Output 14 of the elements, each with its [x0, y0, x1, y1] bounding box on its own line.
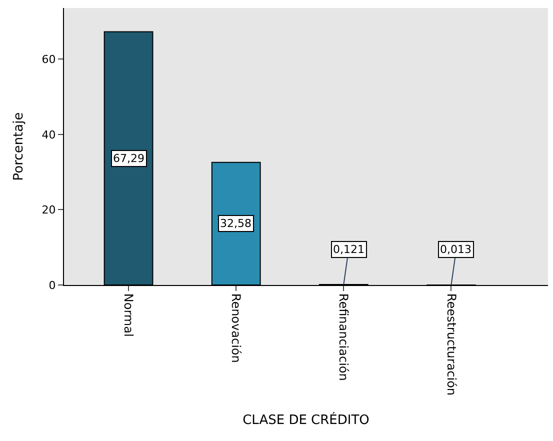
data-label: 0,121 [333, 243, 364, 256]
y-axis-title: Porcentaje [12, 112, 27, 181]
x-tick-label: Refinanciación [336, 293, 351, 381]
y-tick-label: 40 [42, 128, 56, 142]
x-axis-title: CLASE DE CRÉDITO [242, 411, 370, 428]
y-tick-label: 60 [42, 53, 56, 66]
y-tick-label: 0 [48, 278, 56, 292]
data-label: 32,58 [220, 217, 252, 230]
data-label: 0,013 [440, 243, 472, 256]
y-tick-label: 20 [42, 204, 56, 217]
x-tick-label: Reestructuración [444, 293, 458, 396]
data-label: 67,29 [113, 152, 144, 165]
x-tick-label: Normal [122, 293, 136, 337]
x-tick-label: Renovación [229, 293, 244, 363]
